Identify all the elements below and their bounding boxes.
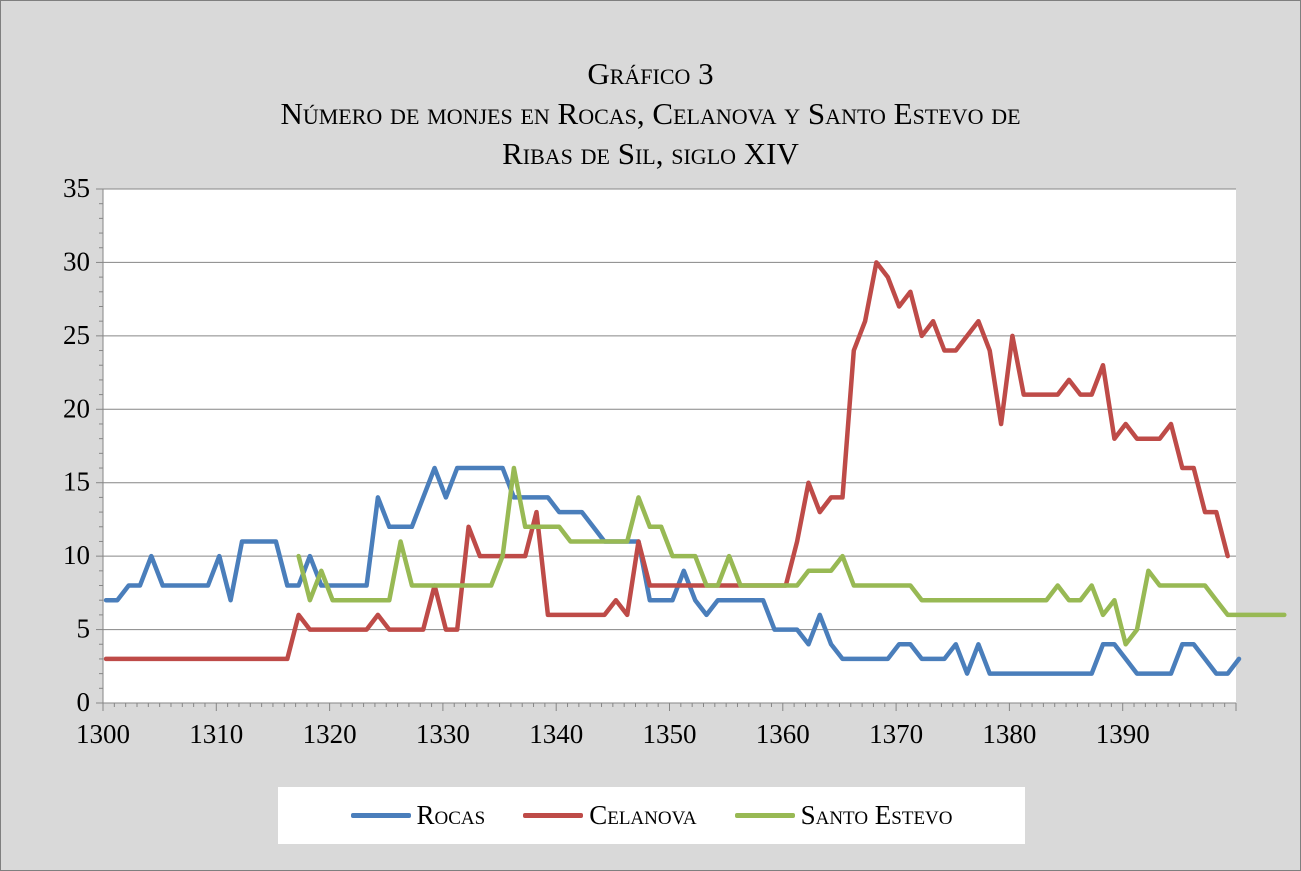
series-line-rocas [103,465,1242,676]
legend-label-santo-estevo: Santo Estevo [800,800,953,830]
x-tick-label: 1320 [303,719,357,749]
legend-label-rocas: Rocas [416,800,486,830]
series-line-celanova [103,260,1230,662]
x-tick-label: 1350 [643,719,697,749]
legend-item-santo-estevo: Santo Estevo [734,800,953,831]
legend-item-rocas: Rocas [350,800,486,831]
x-tick-label: 1340 [529,719,583,749]
x-tick-label: 1360 [756,719,810,749]
legend-item-celanova: Celanova [523,800,697,831]
x-tick-label: 1370 [869,719,923,749]
legend-swatch-celanova [523,813,584,818]
legend-label-celanova: Celanova [589,800,697,830]
series-line-santo-estevo [296,465,1287,647]
legend-swatch-rocas [350,813,411,818]
legend: Rocas Celanova Santo Estevo [278,787,1025,844]
y-tick-label: 5 [77,614,91,644]
chart-title: Gráfico 3 Número de monjes en Rocas, Cel… [0,54,1301,174]
x-tick-label: 1300 [76,719,130,749]
legend-swatch-santo-estevo [734,813,795,818]
x-tick-label: 1310 [189,719,243,749]
chart-title-line-1: Gráfico 3 [587,56,714,91]
y-tick-label: 25 [63,320,90,350]
chart-title-line-3: Ribas de Sil, siglo XIV [502,136,799,171]
y-tick-label: 15 [63,467,90,497]
y-tick-label: 35 [63,173,90,203]
x-tick-label: 1380 [982,719,1036,749]
y-tick-label: 30 [63,246,90,276]
chart-title-line-2: Número de monjes en Rocas, Celanova y Sa… [280,96,1021,131]
plot-background [103,189,1236,703]
y-tick-label: 10 [63,540,90,570]
x-tick-label: 1390 [1096,719,1150,749]
y-tick-label: 0 [77,687,91,717]
x-tick-label: 1330 [416,719,470,749]
y-tick-label: 20 [63,393,90,423]
